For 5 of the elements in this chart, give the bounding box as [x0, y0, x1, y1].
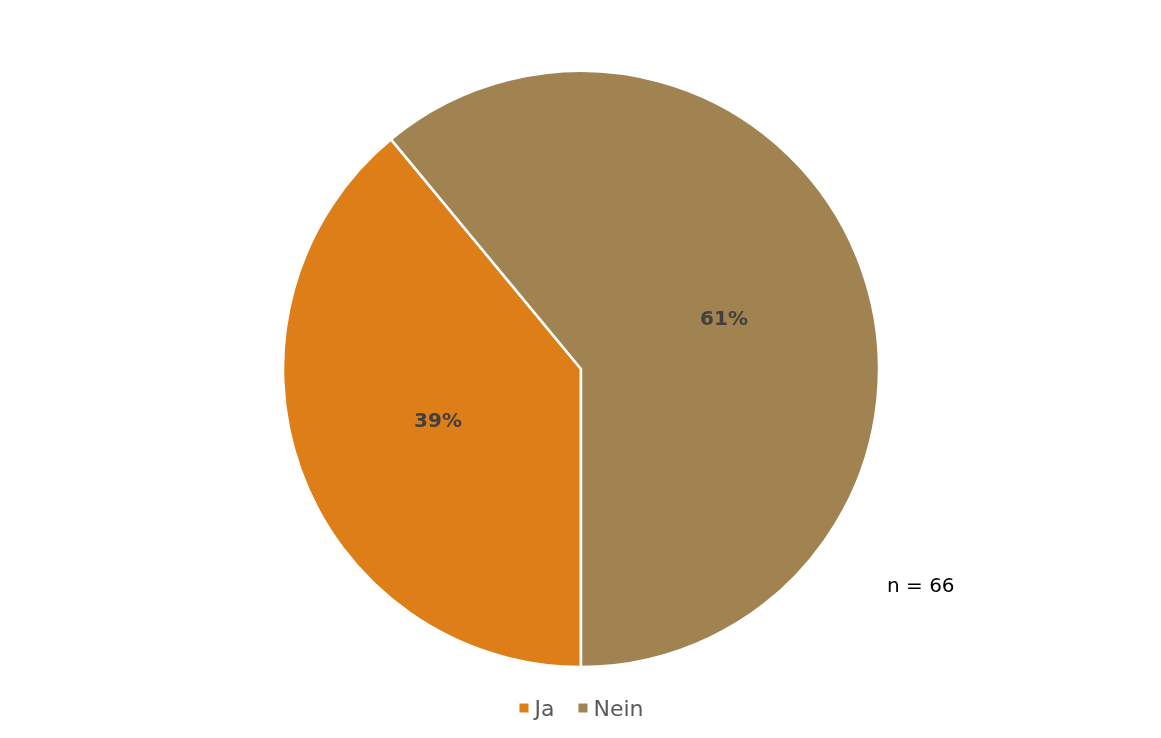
legend-label: Ja	[532, 695, 555, 721]
data-label: 39%	[414, 408, 462, 433]
data-label: 61%	[700, 305, 748, 330]
legend-label: Nein	[593, 695, 644, 721]
text: n = 66	[887, 573, 955, 597]
